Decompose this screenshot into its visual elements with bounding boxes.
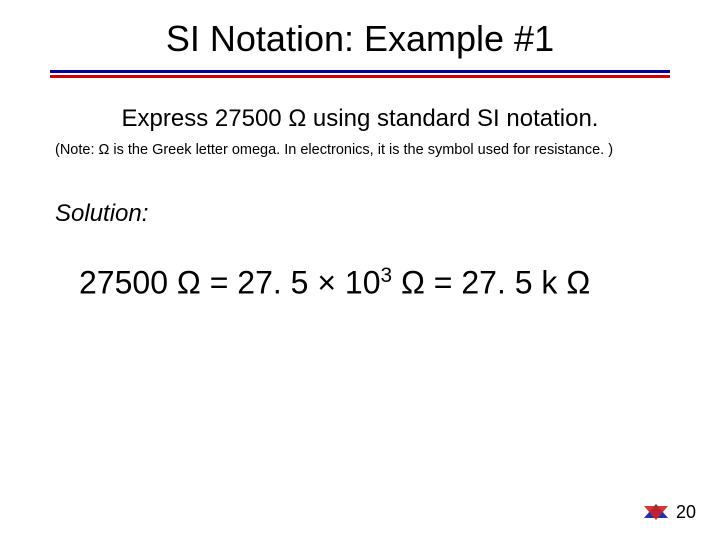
solution-label: Solution:: [55, 200, 665, 228]
page-number: 20: [676, 502, 696, 523]
slide-title: SI Notation: Example #1: [0, 0, 720, 70]
content-area: Express 27500 Ω using standard SI notati…: [0, 73, 720, 302]
footer: 20: [642, 500, 696, 524]
question-text: Express 27500 Ω using standard SI notati…: [55, 105, 665, 133]
title-divider-wrap: [0, 70, 720, 73]
logo-icon: [642, 500, 670, 524]
title-divider: [50, 70, 670, 73]
equation-prefix: 27500 Ω = 27. 5 × 10: [79, 265, 381, 301]
equation-suffix: Ω = 27. 5 k Ω: [392, 265, 590, 301]
note-text: (Note: Ω is the Greek letter omega. In e…: [55, 141, 665, 160]
solution-equation: 27500 Ω = 27. 5 × 103 Ω = 27. 5 k Ω: [55, 264, 665, 302]
equation-exponent: 3: [381, 264, 393, 287]
